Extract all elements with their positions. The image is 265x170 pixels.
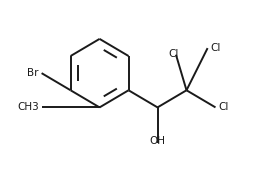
Text: CH3: CH3 xyxy=(17,102,39,112)
Text: Cl: Cl xyxy=(218,102,228,112)
Text: Cl: Cl xyxy=(168,49,179,60)
Text: OH: OH xyxy=(149,136,166,146)
Text: Cl: Cl xyxy=(210,43,221,53)
Text: Br: Br xyxy=(28,68,39,78)
